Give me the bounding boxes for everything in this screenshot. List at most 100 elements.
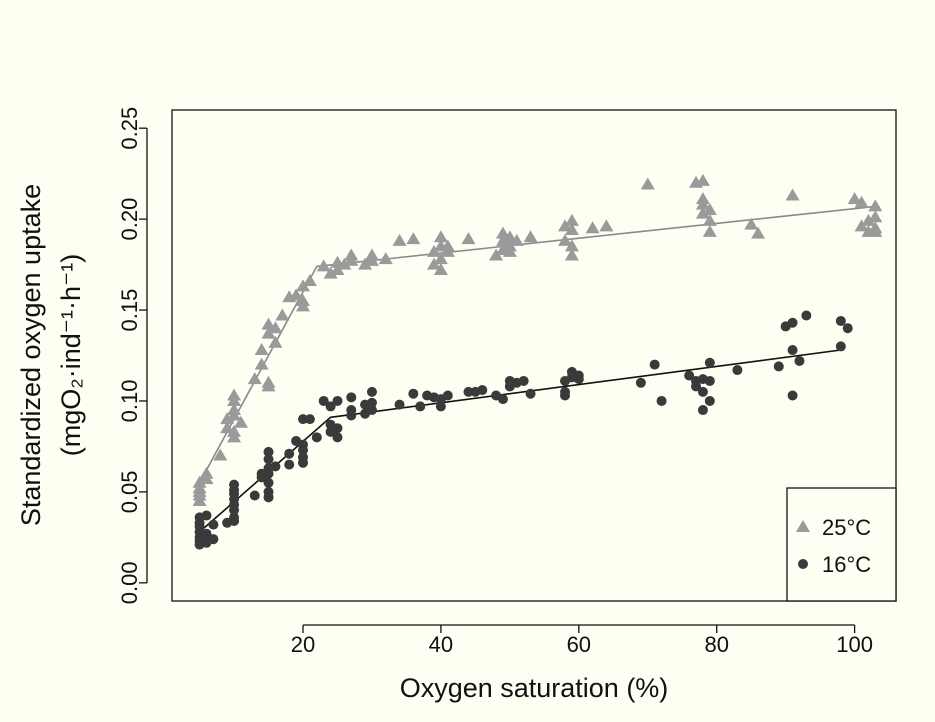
circle-point [229, 479, 240, 490]
circle-point [497, 394, 508, 405]
fit-lines [198, 205, 876, 533]
circle-point [263, 454, 274, 465]
triangle-point [192, 475, 207, 488]
triangle-point [433, 252, 448, 265]
triangle-point [695, 206, 710, 219]
circle-point [697, 405, 708, 416]
triangle-point [702, 213, 717, 226]
x-axis: 20 40 60 80 100 [291, 624, 873, 657]
triangle-point [854, 219, 869, 232]
circle-point [415, 401, 426, 412]
circle-point [263, 486, 274, 497]
y-tick-label: 0.05 [117, 470, 142, 513]
triangle-point [192, 493, 207, 506]
legend-triangle-marker [796, 520, 810, 532]
triangle-point [523, 230, 538, 243]
circle-point [201, 510, 212, 521]
triangle-point [702, 224, 717, 237]
circle-point [298, 452, 309, 463]
circle-point [732, 365, 743, 376]
triangle-point [337, 257, 352, 270]
triangle-point [427, 257, 442, 270]
triangle-point [695, 197, 710, 210]
circle-point [256, 468, 267, 479]
triangle-point [392, 233, 407, 246]
triangle-point [323, 266, 338, 279]
circle-point [229, 512, 240, 523]
circle-point [304, 414, 315, 425]
triangle-point [406, 232, 421, 245]
circle-point [318, 395, 329, 406]
triangle-point [220, 421, 235, 434]
circle-point [284, 459, 295, 470]
circle-point [794, 355, 805, 366]
triangle-point [316, 259, 331, 272]
triangle-point [564, 223, 579, 236]
y-tick-label: 0.25 [117, 107, 142, 150]
triangle-point [433, 263, 448, 276]
circle-point [684, 370, 695, 381]
circle-point [201, 528, 212, 539]
circle-point [835, 315, 846, 326]
triangle-point [695, 173, 710, 186]
triangle-point [227, 424, 242, 437]
circle-point [408, 388, 419, 399]
circle-point [649, 359, 660, 370]
circle-point [704, 357, 715, 368]
legend-label-25c: 25°C [822, 515, 871, 540]
triangle-point [558, 219, 573, 232]
triangle-point [364, 248, 379, 261]
circle-point [773, 361, 784, 372]
circle-point [298, 414, 309, 425]
legend: 25°C 16°C [786, 487, 897, 602]
triangle-point [296, 279, 311, 292]
y-axis-title-line1: Standardized oxygen uptake [16, 184, 46, 526]
triangle-point [378, 252, 393, 265]
triangle-point [785, 188, 800, 201]
circle-point [442, 390, 453, 401]
circle-point [270, 461, 281, 472]
y-tick-label: 0.15 [117, 289, 142, 332]
triangle-point [564, 213, 579, 226]
triangle-point [296, 299, 311, 312]
triangle-point [261, 317, 276, 330]
triangle-point [268, 321, 283, 334]
circle-point [332, 423, 343, 434]
fit-line [198, 205, 876, 484]
triangle-point [261, 326, 276, 339]
circle-point [346, 392, 357, 403]
triangle-point [599, 219, 614, 232]
y-axis: 0.00 0.05 0.10 0.15 0.20 0.25 [117, 107, 148, 604]
circle-point [518, 375, 529, 386]
data-points [192, 173, 883, 550]
triangle-point [564, 239, 579, 252]
circle-point [477, 385, 488, 396]
triangle-point [227, 388, 242, 401]
y-tick-label: 0.00 [117, 561, 142, 604]
triangle-point [502, 230, 517, 243]
triangle-point [344, 248, 359, 261]
triangle-point [254, 343, 269, 356]
triangle-point [427, 244, 442, 257]
circle-point [311, 432, 322, 443]
circle-point [366, 386, 377, 397]
triangle-point [330, 263, 345, 276]
circle-point [801, 310, 812, 321]
triangle-point [868, 224, 883, 237]
x-tick-label: 100 [836, 632, 873, 657]
y-tick-label: 0.10 [117, 380, 142, 423]
circle-point [435, 401, 446, 412]
triangle-point [461, 232, 476, 245]
x-tick-label: 80 [704, 632, 728, 657]
legend-circle-marker [798, 559, 808, 569]
triangle-point [199, 466, 214, 479]
triangle-point [495, 233, 510, 246]
circle-point [463, 386, 474, 397]
triangle-point [261, 375, 276, 388]
circle-point [842, 323, 853, 334]
circle-point [697, 386, 708, 397]
circle-point [560, 386, 571, 397]
triangle-point [440, 244, 455, 257]
triangle-point [247, 372, 262, 385]
